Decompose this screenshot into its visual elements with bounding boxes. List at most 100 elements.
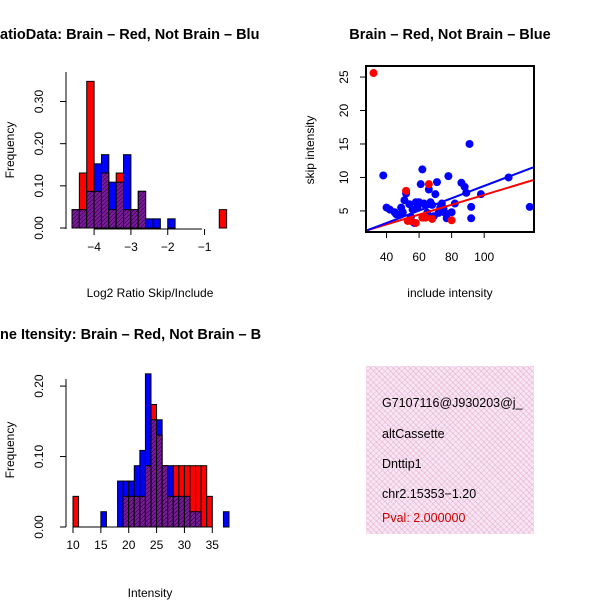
gene-intensity-bar-overlap: [195, 511, 202, 528]
scatter-fit-line-brain: [366, 179, 534, 232]
gene-intensity-y-tick-label: 0.20: [32, 374, 46, 398]
gene-intensity-y-tick-label: 0.00: [32, 515, 46, 539]
gene-intensity-bar-overlap: [167, 495, 174, 528]
scatter-x-tick-label: 40: [380, 250, 394, 264]
scatter-title: Brain – Red, Not Brain – Blue: [349, 27, 550, 43]
scatter-point-not-brain: [465, 139, 474, 148]
gene-intensity-y-label: Frequency: [3, 422, 17, 479]
scatter-x-label: include intensity: [407, 286, 492, 300]
gene-intensity-y-tick-label: 0.10: [32, 445, 46, 469]
scatter-point-not-brain: [431, 190, 440, 199]
scatter-x-tick-label: 80: [445, 250, 459, 264]
ratio-histogram-panel: atioData: Brain – Red, Not Brain – Blu 0…: [0, 27, 259, 300]
scatter-point-not-brain: [416, 180, 425, 189]
ratio-histogram-x-tick-label: −2: [161, 240, 175, 254]
scatter-point-not-brain: [432, 178, 441, 187]
gene-intensity-x-tick-label: 30: [178, 538, 192, 552]
ratio-histogram-bar-overlap: [100, 172, 110, 229]
ratio-histogram-y-tick-label: 0.20: [32, 132, 46, 156]
event-id-text: G7107116@J930203@j_: [382, 396, 523, 410]
gene-intensity-bar-brain: [200, 465, 208, 528]
ratio-histogram-y-ticks: 0.00 0.10 0.20 0.30: [32, 90, 66, 240]
ratio-histogram-x-tick-label: −3: [124, 240, 138, 254]
ratio-histogram-bar-not-brain: [152, 218, 161, 229]
scatter-point-not-brain: [444, 172, 453, 181]
gene-intensity-x-tick-label: 25: [150, 538, 164, 552]
ratio-histogram-y-tick-label: 0.30: [32, 90, 46, 114]
scatter-point-brain: [421, 213, 430, 222]
ratio-histogram-x-tick-label: −4: [87, 240, 101, 254]
pvalue-text: Pval: 2.000000: [382, 511, 466, 525]
gene-intensity-bar-overlap: [178, 495, 185, 528]
gene-intensity-bar-overlap: [133, 495, 141, 528]
ratio-histogram-bar-overlap: [115, 181, 125, 229]
scatter-y-tick-label: 20: [337, 104, 351, 118]
ratio-histogram-bar-overlap: [108, 209, 117, 229]
scatter-point-brain: [411, 218, 420, 227]
scatter-x-tick-label: 60: [412, 250, 426, 264]
scatter-x-ticks: 40 60 80 100: [380, 232, 495, 264]
scatter-point-brain: [402, 186, 411, 195]
gene-intensity-x-tick-label: 35: [206, 538, 220, 552]
scatter-x-tick-label: 100: [474, 250, 494, 264]
ratio-histogram-bar-overlap: [123, 209, 132, 229]
scatter-y-label: skip intensity: [303, 116, 317, 185]
ratio-histogram-y-tick-label: 0.00: [32, 216, 46, 240]
ratio-histogram-x-ticks: −4 −3 −2 −1: [87, 229, 212, 254]
gene-intensity-x-label: Intensity: [128, 586, 173, 600]
gene-intensity-bar-brain: [72, 495, 80, 528]
scatter-point-not-brain: [525, 202, 534, 211]
gene-intensity-bar-overlap: [144, 465, 152, 528]
gene-intensity-x-tick-label: 15: [94, 538, 108, 552]
gene-intensity-bar-overlap: [122, 495, 130, 528]
ratio-histogram-bar-overlap: [137, 190, 147, 229]
gene-intensity-bar-overlap: [139, 495, 146, 528]
gene-intensity-bars: [72, 373, 230, 528]
gene-intensity-histogram-panel: ne Itensity: Brain – Red, Not Brain – B …: [0, 327, 261, 600]
gene-intensity-bar-overlap: [150, 419, 158, 528]
scatter-marks: [366, 69, 534, 232]
ratio-histogram-title: atioData: Brain – Red, Not Brain – Blu: [0, 27, 259, 43]
scatter-point-not-brain: [398, 208, 407, 217]
scatter-point-not-brain: [447, 208, 456, 217]
scatter-y-tick-label: 25: [337, 70, 351, 84]
event-info-box: G7107116@J930203@j_ altCassette Dnttip1 …: [366, 366, 534, 534]
gene-intensity-bar-overlap: [128, 495, 135, 528]
genomic-location-text: chr2.15353−1.20: [382, 487, 477, 501]
scatter-point-not-brain: [418, 165, 427, 174]
ratio-histogram-bar-overlap: [130, 209, 139, 229]
gene-intensity-bar-overlap: [189, 511, 197, 528]
gene-intensity-x-ticks: 10 15 20 25 30 35: [66, 527, 219, 552]
gene-name-text: Dnttip1: [382, 457, 422, 471]
scatter-point-brain: [447, 216, 456, 225]
ratio-histogram-bar-overlap: [93, 190, 102, 229]
scatter-point-brain: [369, 69, 378, 78]
gene-intensity-bar-not-brain: [117, 480, 124, 528]
gene-intensity-x-tick-label: 10: [66, 538, 80, 552]
gene-intensity-bar-not-brain: [222, 511, 230, 528]
scatter-y-tick-label: 10: [337, 170, 351, 184]
ratio-histogram-bar-overlap: [71, 209, 80, 229]
ratio-histogram-x-tick-label: −1: [198, 240, 212, 254]
scatter-point-not-brain: [379, 171, 388, 180]
scatter-point-not-brain: [467, 202, 476, 211]
event-type-text: altCassette: [382, 427, 445, 441]
ratio-histogram-bar-not-brain: [145, 218, 154, 229]
gene-intensity-bar-overlap: [161, 465, 169, 528]
ratio-histogram-y-tick-label: 0.10: [32, 174, 46, 198]
gene-intensity-bar-overlap: [172, 495, 180, 528]
scatter-y-tick-label: 15: [337, 137, 351, 151]
scatter-fit-line-not-brain: [366, 166, 534, 232]
scatter-point-brain: [428, 214, 437, 223]
scatter-point-not-brain: [467, 214, 476, 223]
gene-intensity-x-tick-label: 20: [122, 538, 136, 552]
scatter-y-ticks: 5 10 15 20 25: [337, 70, 366, 214]
ratio-histogram-bar-brain: [218, 209, 228, 229]
scatter-y-tick-label: 5: [337, 207, 351, 214]
ratio-histogram-x-label: Log2 Ratio Skip/Include: [87, 286, 214, 300]
ratio-histogram-bar-overlap: [86, 190, 95, 229]
gene-intensity-title: ne Itensity: Brain – Red, Not Brain – B: [0, 327, 261, 343]
gene-intensity-y-ticks: 0.00 0.10 0.20: [32, 374, 66, 539]
ratio-histogram-bars: [71, 80, 228, 229]
